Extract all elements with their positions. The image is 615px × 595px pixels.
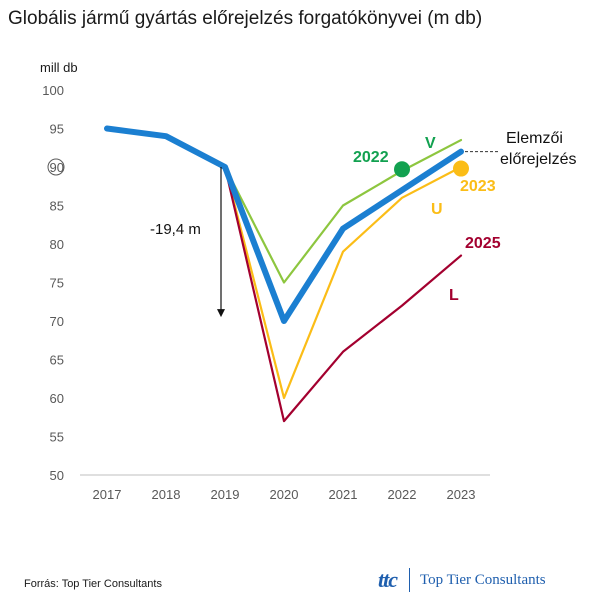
y-tick-label: 55 — [50, 430, 64, 445]
drop-arrow-head — [217, 309, 225, 318]
y-tick-highlight-circle — [47, 158, 65, 176]
analyst-label-line2: előrejelzés — [500, 151, 576, 168]
y-tick-label: 80 — [50, 237, 64, 252]
x-tick-label: 2023 — [447, 487, 476, 502]
y-axis-unit-label: mill db — [40, 60, 78, 75]
chart-axes: 50 55 60 65 70 75 80 85 90 95 100 2017 2018 2019 2020 2… — [42, 83, 490, 502]
y-tick-label: 95 — [50, 122, 64, 137]
line-chart: 50 55 60 65 70 75 80 85 90 95 100 2017 2018 2019 2020 2… — [42, 83, 576, 502]
chart-title: Globális jármű gyártás előrejelzés forga… — [8, 8, 483, 29]
source-note: Forrás: Top Tier Consultants — [24, 578, 162, 590]
y-tick-label: 50 — [50, 468, 64, 483]
scenario-label-l: L — [449, 287, 459, 304]
recovery-year-label-2022: 2022 — [353, 149, 389, 166]
x-tick-label: 2022 — [388, 487, 417, 502]
y-tick-label: 60 — [50, 391, 64, 406]
scenario-label-u: U — [431, 201, 443, 218]
analyst-label-line1: Elemzői — [506, 130, 563, 147]
series-line-v — [223, 138, 463, 284]
chart-lines — [104, 125, 464, 423]
logo-text: Top Tier Consultants — [420, 571, 546, 588]
y-tick-label: 85 — [50, 199, 64, 214]
x-tick-label: 2017 — [93, 487, 122, 502]
y-tick-label: 65 — [50, 353, 64, 368]
recovery-marker-2022 — [394, 161, 410, 178]
recovery-year-label-2025: 2025 — [465, 235, 501, 252]
x-tick-label: 2020 — [270, 487, 299, 502]
recovery-year-label-2023: 2023 — [460, 178, 496, 195]
logo-mark: ttc — [378, 567, 398, 592]
series-line-elemzői-előrejelzés — [104, 125, 464, 324]
series-line-l — [223, 165, 463, 423]
chart-annotations: -19,4 m Elemzői előrejelzés 2022 2023 2025 V U L — [150, 130, 576, 318]
x-tick-label: 2019 — [211, 487, 240, 502]
x-tick-label: 2021 — [329, 487, 358, 502]
series-line-u — [223, 165, 463, 400]
scenario-label-v: V — [425, 135, 436, 152]
y-tick-label: 90 — [50, 160, 64, 175]
company-logo: ttc Top Tier Consultants — [378, 566, 546, 594]
drop-label: -19,4 m — [150, 221, 201, 238]
recovery-marker-2023 — [453, 160, 469, 177]
logo-divider — [409, 568, 410, 592]
y-tick-label: 100 — [42, 83, 64, 98]
y-tick-label: 70 — [50, 314, 64, 329]
x-tick-label: 2018 — [152, 487, 181, 502]
y-tick-label: 75 — [50, 276, 64, 291]
